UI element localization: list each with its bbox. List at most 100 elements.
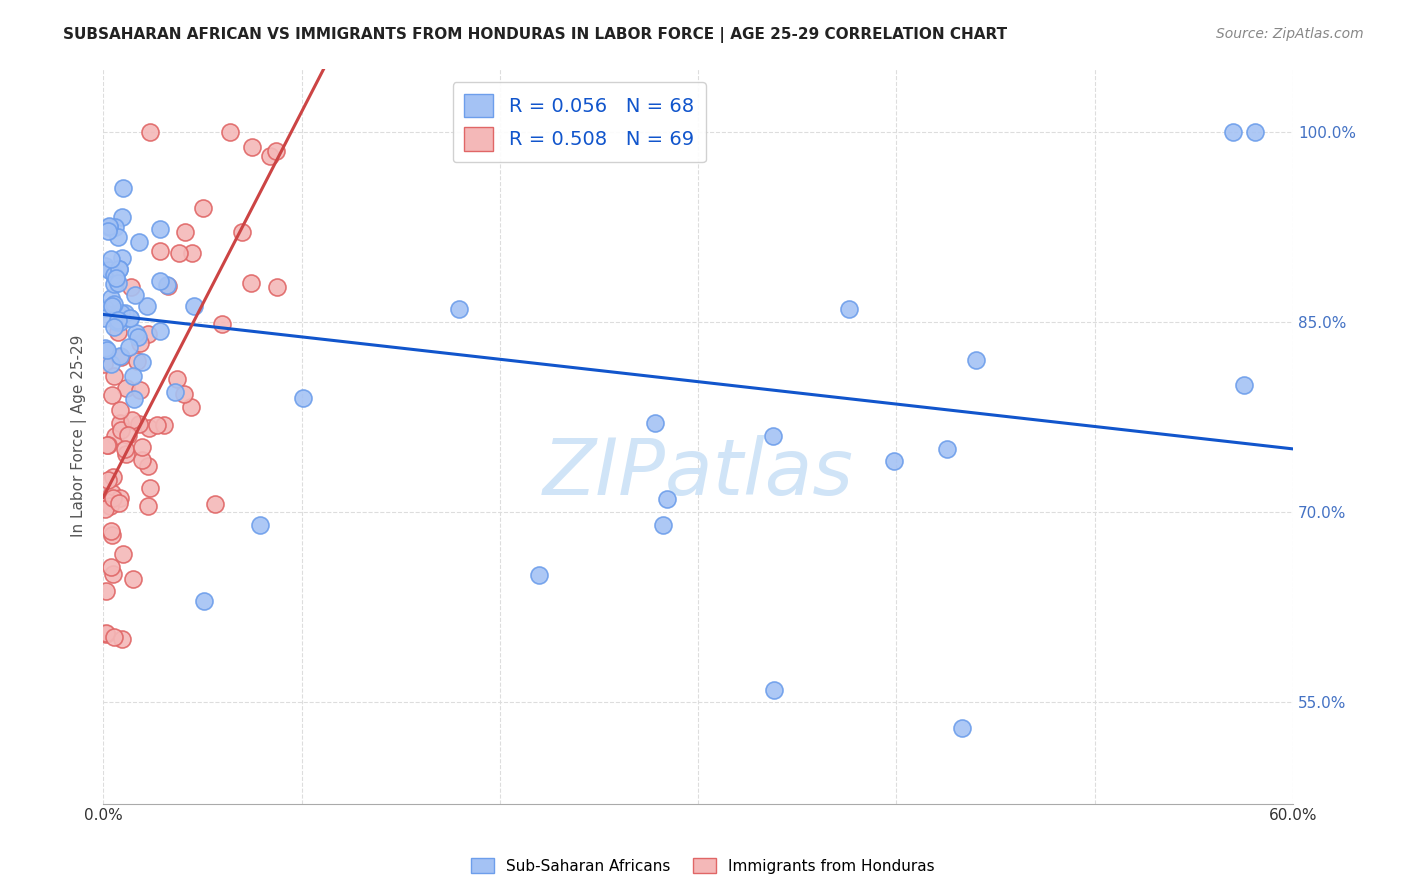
Point: [259, 149, 281, 163]
Point: [157, 279, 180, 293]
Point: [103, 268, 125, 283]
Point: [110, 416, 132, 430]
Point: [110, 306, 132, 320]
Point: [101, 567, 124, 582]
Point: [128, 235, 150, 249]
Point: [763, 682, 786, 697]
Point: [111, 251, 134, 265]
Point: [138, 326, 160, 341]
Point: [239, 276, 262, 290]
Point: [129, 336, 152, 351]
Point: [120, 280, 142, 294]
Point: [266, 280, 288, 294]
Legend: Sub-Saharan Africans, Immigrants from Honduras: Sub-Saharan Africans, Immigrants from Ho…: [465, 852, 941, 880]
Point: [94, 259, 117, 273]
Point: [110, 210, 132, 224]
Point: [139, 125, 162, 139]
Point: [105, 315, 128, 329]
Text: Source: ZipAtlas.com: Source: ZipAtlas.com: [1216, 27, 1364, 41]
Point: [1233, 378, 1256, 392]
Point: [114, 306, 136, 320]
Point: [291, 391, 314, 405]
Point: [138, 499, 160, 513]
Point: [1243, 125, 1265, 139]
Point: [191, 201, 214, 215]
Point: [135, 299, 157, 313]
Point: [104, 271, 127, 285]
Point: [204, 498, 226, 512]
Point: [110, 423, 132, 437]
Point: [657, 492, 679, 507]
Point: [114, 447, 136, 461]
Point: [146, 418, 169, 433]
Point: [131, 440, 153, 454]
Point: [108, 262, 131, 277]
Point: [94, 626, 117, 640]
Point: [108, 349, 131, 363]
Point: [529, 568, 551, 582]
Point: [103, 491, 125, 505]
Point: [149, 324, 172, 338]
Point: [173, 387, 195, 401]
Point: [156, 278, 179, 293]
Point: [122, 368, 145, 383]
Point: [936, 442, 959, 456]
Point: [100, 524, 122, 539]
Point: [131, 355, 153, 369]
Point: [107, 313, 129, 327]
Point: [120, 310, 142, 325]
Point: [138, 420, 160, 434]
Point: [104, 220, 127, 235]
Point: [101, 388, 124, 402]
Point: [180, 246, 202, 260]
Point: [183, 300, 205, 314]
Point: [128, 383, 150, 397]
Point: [103, 297, 125, 311]
Point: [94, 342, 117, 356]
Point: [100, 291, 122, 305]
Point: [136, 458, 159, 473]
Text: ZIPatlas: ZIPatlas: [543, 434, 853, 511]
Point: [111, 632, 134, 646]
Point: [103, 277, 125, 292]
Point: [94, 583, 117, 598]
Point: [149, 222, 172, 236]
Point: [122, 392, 145, 407]
Point: [100, 528, 122, 542]
Point: [94, 301, 117, 315]
Point: [883, 454, 905, 468]
Point: [138, 481, 160, 495]
Point: [108, 315, 131, 329]
Point: [108, 496, 131, 510]
Point: [121, 413, 143, 427]
Point: [110, 491, 132, 505]
Point: [107, 261, 129, 276]
Point: [122, 572, 145, 586]
Point: [107, 276, 129, 290]
Point: [242, 139, 264, 153]
Point: [127, 354, 149, 368]
Point: [249, 517, 271, 532]
Point: [111, 547, 134, 561]
Point: [117, 427, 139, 442]
Point: [97, 473, 120, 487]
Point: [108, 403, 131, 417]
Point: [103, 368, 125, 383]
Point: [118, 340, 141, 354]
Y-axis label: In Labor Force | Age 25-29: In Labor Force | Age 25-29: [72, 334, 87, 537]
Point: [96, 494, 118, 508]
Point: [100, 252, 122, 267]
Point: [644, 417, 666, 431]
Point: [447, 302, 470, 317]
Point: [100, 559, 122, 574]
Point: [266, 144, 288, 158]
Point: [1222, 125, 1244, 139]
Point: [149, 274, 172, 288]
Point: [100, 485, 122, 500]
Point: [211, 318, 233, 332]
Point: [97, 438, 120, 452]
Legend: R = 0.056   N = 68, R = 0.508   N = 69: R = 0.056 N = 68, R = 0.508 N = 69: [453, 82, 706, 162]
Point: [97, 224, 120, 238]
Point: [838, 302, 860, 317]
Point: [96, 626, 118, 640]
